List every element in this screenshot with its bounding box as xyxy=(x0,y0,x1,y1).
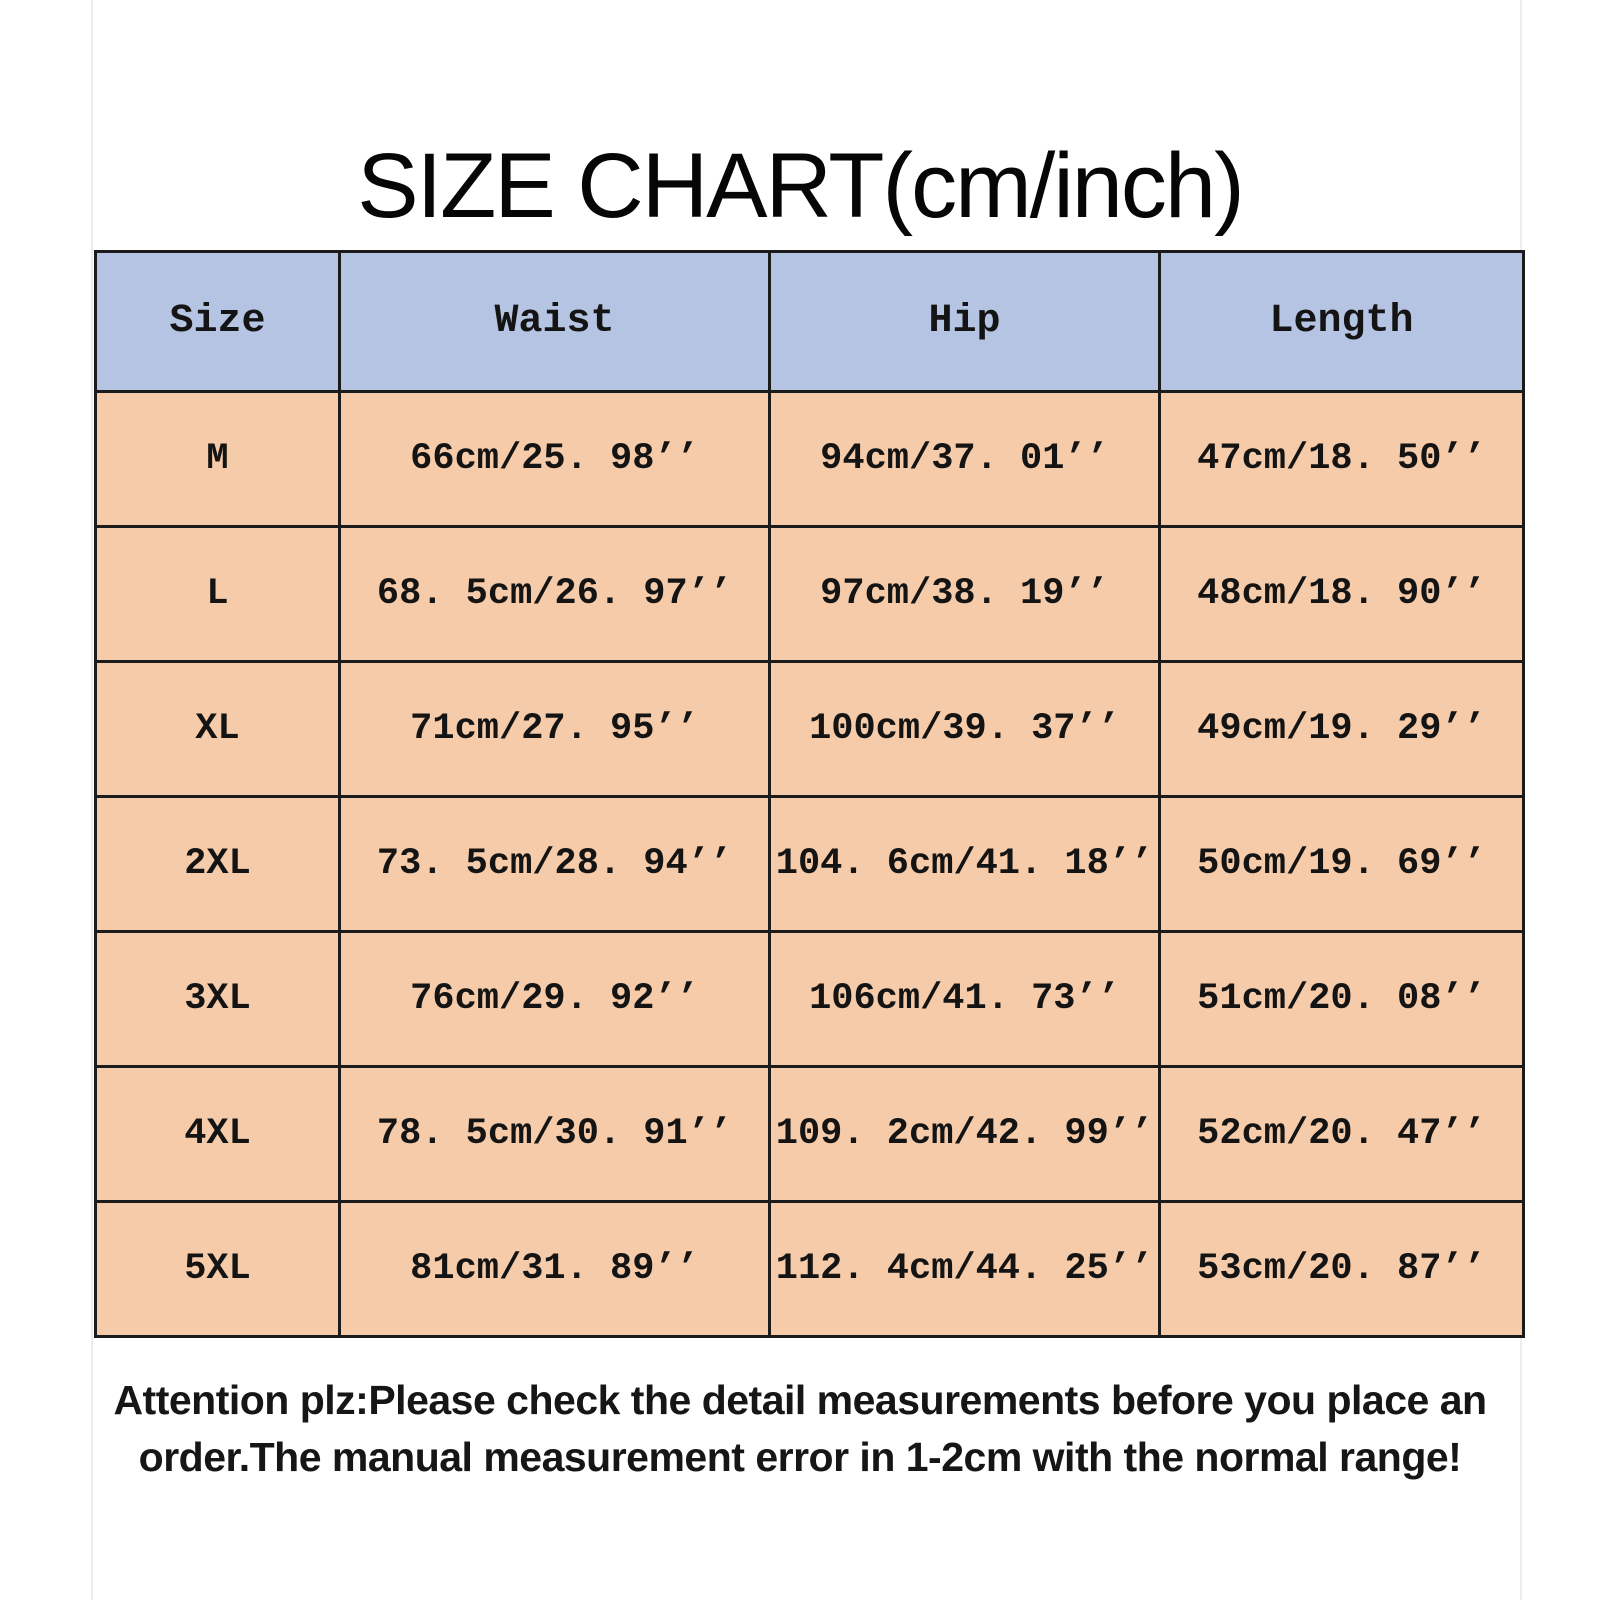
cell-hip: 109. 2cm/42. 99’’ xyxy=(768,1065,1161,1203)
cell-size: L xyxy=(94,525,341,663)
cell-length: 51cm/20. 08’’ xyxy=(1158,930,1525,1068)
table-row-3xl: 3XL 76cm/29. 92’’ 106cm/41. 73’’ 51cm/20… xyxy=(94,930,1525,1068)
cell-waist: 76cm/29. 92’’ xyxy=(338,930,771,1068)
table-row-4xl: 4XL 78. 5cm/30. 91’’ 109. 2cm/42. 99’’ 5… xyxy=(94,1065,1525,1203)
cell-length: 47cm/18. 50’’ xyxy=(1158,390,1525,528)
cell-length: 50cm/19. 69’’ xyxy=(1158,795,1525,933)
cell-waist: 68. 5cm/26. 97’’ xyxy=(338,525,771,663)
column-header-length: Length xyxy=(1158,250,1525,393)
cell-hip: 94cm/37. 01’’ xyxy=(768,390,1161,528)
column-header-waist: Waist xyxy=(338,250,771,393)
cell-size: XL xyxy=(94,660,341,798)
table-row-m: M 66cm/25. 98’’ 94cm/37. 01’’ 47cm/18. 5… xyxy=(94,390,1525,528)
cell-size: 3XL xyxy=(94,930,341,1068)
attention-note: Attention plz:Please check the detail me… xyxy=(0,1372,1600,1486)
cell-waist: 78. 5cm/30. 91’’ xyxy=(338,1065,771,1203)
cell-waist: 71cm/27. 95’’ xyxy=(338,660,771,798)
cell-size: 2XL xyxy=(94,795,341,933)
page-edge-line-left xyxy=(91,0,93,1600)
attention-note-line1: Attention plz:Please check the detail me… xyxy=(113,1377,1487,1423)
attention-note-line2: order.The manual measurement error in 1-… xyxy=(138,1434,1462,1480)
cell-waist: 81cm/31. 89’’ xyxy=(338,1200,771,1338)
cell-length: 48cm/18. 90’’ xyxy=(1158,525,1525,663)
table-header-row: Size Waist Hip Length xyxy=(94,250,1525,393)
cell-size: M xyxy=(94,390,341,528)
cell-hip: 106cm/41. 73’’ xyxy=(768,930,1161,1068)
cell-hip: 97cm/38. 19’’ xyxy=(768,525,1161,663)
cell-waist: 66cm/25. 98’’ xyxy=(338,390,771,528)
table-row-xl: XL 71cm/27. 95’’ 100cm/39. 37’’ 49cm/19.… xyxy=(94,660,1525,798)
cell-hip: 100cm/39. 37’’ xyxy=(768,660,1161,798)
cell-size: 4XL xyxy=(94,1065,341,1203)
column-header-size: Size xyxy=(94,250,341,393)
table-row-5xl: 5XL 81cm/31. 89’’ 112. 4cm/44. 25’’ 53cm… xyxy=(94,1200,1525,1338)
size-chart-table: Size Waist Hip Length M 66cm/25. 98’’ 94… xyxy=(94,250,1525,1338)
cell-hip: 104. 6cm/41. 18’’ xyxy=(768,795,1161,933)
table-row-l: L 68. 5cm/26. 97’’ 97cm/38. 19’’ 48cm/18… xyxy=(94,525,1525,663)
cell-waist: 73. 5cm/28. 94’’ xyxy=(338,795,771,933)
cell-length: 49cm/19. 29’’ xyxy=(1158,660,1525,798)
cell-length: 52cm/20. 47’’ xyxy=(1158,1065,1525,1203)
cell-length: 53cm/20. 87’’ xyxy=(1158,1200,1525,1338)
cell-size: 5XL xyxy=(94,1200,341,1338)
page-title: SIZE CHART(cm/inch) xyxy=(357,135,1245,237)
table-row-2xl: 2XL 73. 5cm/28. 94’’ 104. 6cm/41. 18’’ 5… xyxy=(94,795,1525,933)
cell-hip: 112. 4cm/44. 25’’ xyxy=(768,1200,1161,1338)
column-header-hip: Hip xyxy=(768,250,1161,393)
